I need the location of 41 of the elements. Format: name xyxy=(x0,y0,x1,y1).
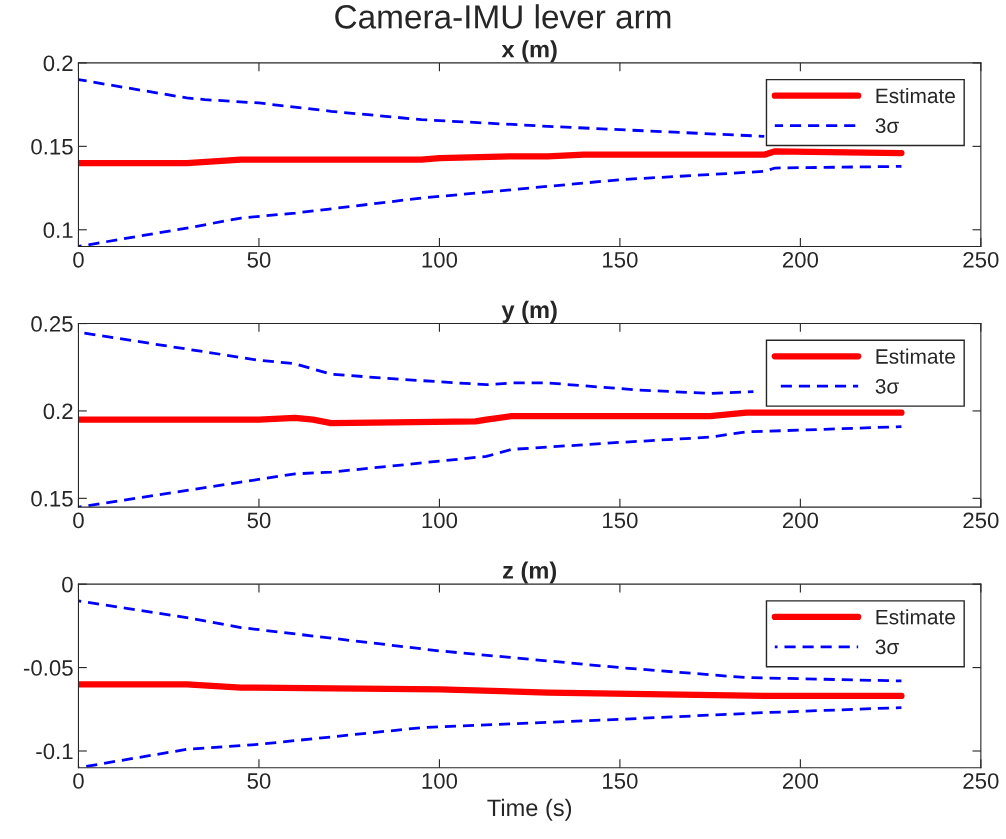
x-tick-label: 150 xyxy=(603,512,638,529)
y-tick-label: 0.2 xyxy=(43,403,73,420)
x-tick-label: 250 xyxy=(963,251,999,268)
chart-title: Camera-IMU lever arm xyxy=(335,4,671,29)
y-tick-label: 0.15 xyxy=(31,138,73,155)
x-tick-label: 50 xyxy=(247,251,271,268)
line-series xyxy=(78,164,903,247)
x-tick-label: 150 xyxy=(603,773,638,789)
legend-label: 3σ xyxy=(875,639,899,655)
line-series xyxy=(78,78,766,138)
y-tick-label: -0.05 xyxy=(23,660,73,676)
chart-subtitle: x (m) xyxy=(501,40,557,63)
x-tick-label: 0 xyxy=(73,251,84,268)
x-axis-title: Time (s) xyxy=(487,798,572,821)
x-tick-label: 50 xyxy=(247,512,271,529)
x-tick-label: 0 xyxy=(73,773,84,789)
line-series xyxy=(78,425,903,508)
x-tick-label: 250 xyxy=(963,512,999,529)
x-tick-label: 200 xyxy=(782,512,819,529)
legend-label: 3σ xyxy=(875,118,899,134)
legend-label: Estimate xyxy=(876,609,955,625)
x-tick-label: 50 xyxy=(247,773,271,789)
x-tick-label: 100 xyxy=(422,251,458,268)
legend-label: Estimate xyxy=(876,348,955,364)
y-tick-label: 0.15 xyxy=(31,490,73,507)
x-tick-label: 200 xyxy=(782,773,819,789)
legend-label: Estimate xyxy=(876,87,955,104)
y-tick-label: 0 xyxy=(62,576,73,593)
y-tick-label: 0.1 xyxy=(43,222,73,239)
x-tick-label: 250 xyxy=(963,773,999,789)
y-tick-label: 0.25 xyxy=(31,316,73,332)
y-tick-label: -0.1 xyxy=(36,743,73,760)
x-tick-label: 100 xyxy=(422,512,458,529)
x-tick-label: 0 xyxy=(73,512,84,529)
chart-title: z (m) xyxy=(503,561,557,584)
chart-title: y (m) xyxy=(501,300,557,323)
y-tick-label: 0.2 xyxy=(43,55,73,72)
x-tick-label: 100 xyxy=(422,773,458,789)
x-tick-label: 150 xyxy=(603,251,638,268)
x-tick-label: 200 xyxy=(782,251,819,268)
legend-label: 3σ xyxy=(875,378,899,394)
